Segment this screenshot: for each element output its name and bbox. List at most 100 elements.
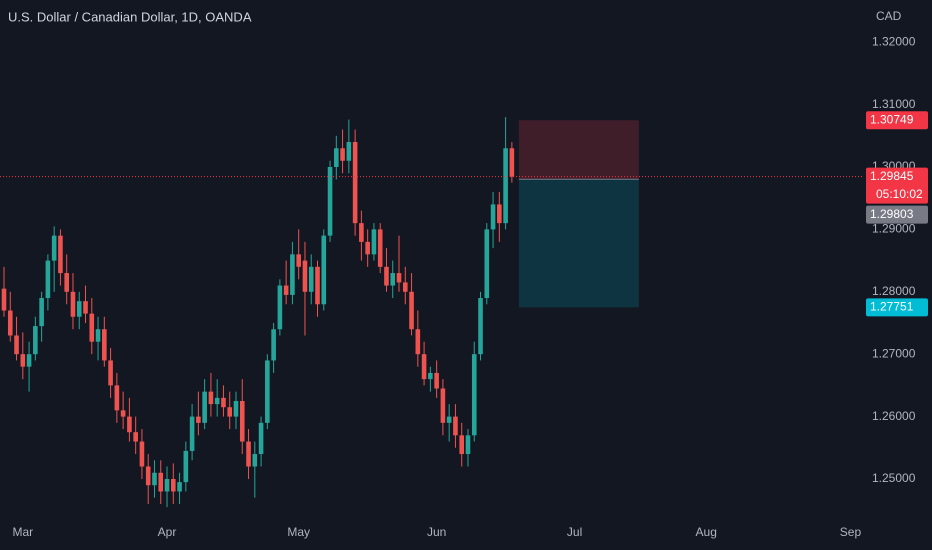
candle-body (265, 360, 270, 423)
candle-body (14, 335, 19, 355)
target-price-label: 1.27751 (870, 299, 914, 313)
candle-body (152, 472, 157, 486)
candle-body (246, 441, 251, 467)
candle-body (139, 441, 145, 467)
candle-body (484, 229, 490, 299)
candle-body (302, 260, 308, 292)
candle-body (39, 298, 44, 327)
candle-body (258, 422, 264, 455)
candle-body (497, 204, 502, 224)
candle-body (421, 354, 427, 380)
stop-price-label-box (866, 111, 928, 130)
candle-body (396, 273, 402, 283)
candle-body (409, 291, 414, 330)
candle-body (214, 397, 220, 405)
candle-body (83, 301, 88, 314)
candle-body (290, 254, 295, 295)
candle-body (446, 416, 452, 423)
candle-body (51, 235, 57, 261)
x-tick-label: Jun (427, 525, 446, 539)
target-price-label-box (866, 298, 928, 317)
candle-body (227, 407, 233, 417)
candle-body (490, 204, 496, 230)
candle-body (221, 397, 226, 408)
candle-body (183, 450, 189, 483)
y-axis-label: CAD (876, 9, 902, 23)
countdown: 05:10:02 (876, 187, 923, 201)
candle-body (89, 313, 95, 342)
candle-body (70, 291, 76, 317)
candle-body (64, 273, 69, 292)
candle-body (158, 472, 164, 492)
candle-body (415, 329, 421, 355)
candle-body (233, 400, 239, 417)
candle-body (108, 360, 113, 386)
candle-body (359, 223, 364, 242)
candle-body (127, 416, 132, 433)
candle-body (296, 254, 301, 267)
y-tick-label: 1.26000 (872, 409, 916, 423)
candle-body (478, 298, 483, 355)
candle-body (164, 478, 170, 492)
y-tick-label: 1.32000 (872, 34, 916, 48)
candle-body (346, 142, 352, 161)
candle-body (365, 241, 370, 255)
candle-body (33, 326, 38, 355)
stop-zone (518, 120, 639, 180)
candle-body (434, 372, 439, 389)
candle-body (509, 148, 515, 177)
candle-body (321, 235, 327, 305)
candle-body (315, 266, 320, 305)
last-price-label: 1.29845 (870, 169, 914, 183)
candle-body (308, 266, 314, 292)
candle-body (114, 385, 120, 411)
candle-body (371, 229, 377, 255)
candle-body (384, 266, 389, 286)
y-tick-label: 1.25000 (872, 471, 916, 485)
x-tick-label: Apr (158, 525, 177, 539)
candle-body (283, 285, 289, 295)
chart-title: U.S. Dollar / Canadian Dollar, 1D, OANDA (8, 9, 252, 24)
candle-body (503, 148, 508, 224)
candle-body (428, 372, 433, 380)
candle-body (7, 310, 13, 336)
candle-body (277, 285, 283, 330)
candle-body (170, 478, 176, 492)
y-tick-label: 1.31000 (872, 97, 916, 111)
candle-body (189, 416, 195, 451)
entry-price-label-box (866, 205, 928, 224)
candle-body (340, 148, 345, 161)
y-tick-label: 1.29000 (872, 222, 916, 236)
candle-body (145, 466, 151, 486)
candle-body (76, 301, 82, 317)
x-tick-label: Aug (696, 525, 717, 539)
candle-body (95, 329, 101, 342)
plot-area (1, 117, 639, 508)
candle-body (352, 142, 358, 224)
candle-body (202, 391, 207, 423)
y-tick-label: 1.28000 (872, 284, 916, 298)
x-tick-label: May (287, 525, 310, 539)
candle-body (58, 235, 63, 274)
candle-body (271, 329, 276, 361)
x-tick-label: Mar (12, 525, 33, 539)
candle-body (334, 148, 339, 167)
stop-price-label: 1.30749 (870, 112, 914, 126)
candle-body (471, 354, 477, 436)
candle-body (239, 400, 245, 442)
candle-body (120, 410, 126, 417)
x-tick-label: Sep (840, 525, 862, 539)
candle-body (465, 435, 471, 455)
y-tick-label: 1.27000 (872, 346, 916, 360)
candle-body (20, 354, 26, 367)
candle-body (377, 229, 383, 267)
candle-body (1, 288, 7, 311)
x-tick-label: Jul (567, 525, 582, 539)
last-price-label-box (866, 167, 928, 204)
candle-body (177, 482, 182, 492)
candle-body (453, 416, 458, 436)
target-zone (518, 179, 639, 308)
